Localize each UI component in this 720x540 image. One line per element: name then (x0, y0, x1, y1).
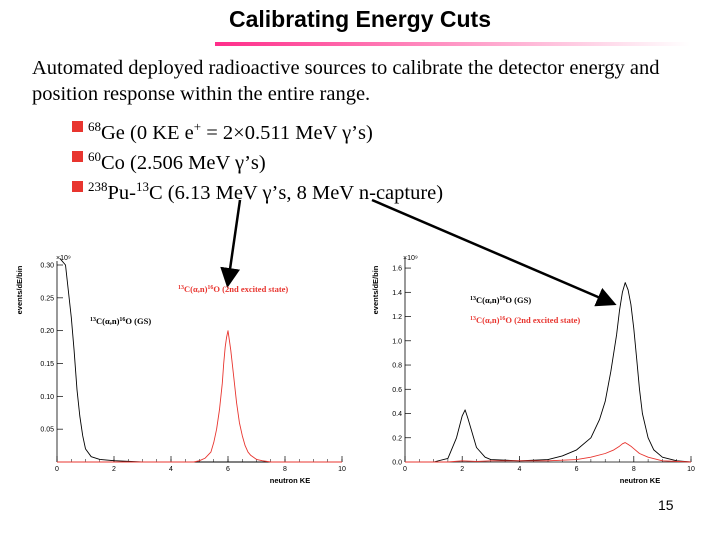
isotope-mass-2: 13 (135, 179, 149, 194)
ann-isotope-1: 13 (470, 316, 476, 322)
x-tick-label: 10 (338, 466, 346, 473)
ann-text: O (GS) (505, 295, 531, 305)
y-tick-label: 1.6 (392, 266, 402, 273)
y-multiplier: ×10⁹ (56, 255, 71, 262)
ann-isotope-2: 16 (499, 316, 505, 322)
y-tick-label: 0.25 (40, 295, 54, 302)
x-tick-label: 4 (169, 466, 173, 473)
x-tick-label: 2 (460, 466, 464, 473)
y-tick-label: 0.2 (392, 435, 402, 442)
ann-greek: α (485, 315, 490, 325)
ann-text: ,n) (490, 295, 500, 305)
x-axis-label: neutron KE (620, 476, 660, 485)
x-tick-label: 4 (517, 466, 521, 473)
ann-text: O (GS) (125, 316, 151, 326)
bullet-text: Pu- (107, 181, 136, 204)
ann-isotope-2: 16 (207, 285, 213, 291)
annotation-1: 13C(α,n)16O (GS) (90, 316, 151, 326)
y-multiplier: ×10⁹ (403, 255, 418, 262)
y-tick-label: 0.20 (40, 328, 54, 335)
bullet-text-rest: C (6.13 MeV γ’s, 8 MeV n-capture) (148, 181, 444, 204)
ann-greek: α (193, 284, 198, 294)
x-tick-label: 2 (112, 466, 116, 473)
chart-right-spectrum: 0 2 4 6 8 10 0.0 0.2 0.4 0.6 0.8 1.0 1.2 1.4 1.6×10⁹ ev… (371, 255, 695, 485)
square-bullet-icon (72, 151, 83, 162)
y-axis-label: events/dE/bin (371, 265, 380, 314)
ann-text: C( (476, 315, 485, 325)
ann-greek: α (485, 295, 490, 305)
bullet-text: Ge (0 KE e (101, 121, 194, 144)
ann-text: ,n) (110, 316, 120, 326)
ann-text: ,n) (490, 315, 500, 325)
callout-arrow-left (220, 199, 242, 288)
ann-isotope-1: 13 (90, 317, 96, 323)
ann-text: C( (476, 295, 485, 305)
bullet-pu238-c13: 238Pu-13C (6.13 MeV γ’s, 8 MeV n-capture… (72, 172, 444, 204)
ann-text: O (2nd excited state) (505, 315, 580, 325)
ann-text: C( (96, 316, 105, 326)
bullet-co60: 60Co (2.506 MeV γ’s) (72, 142, 443, 174)
isotope-mass: 60 (88, 149, 101, 164)
ann-greek: α (105, 316, 110, 326)
slide-title: Calibrating Energy Cuts (229, 6, 491, 32)
annotation-0: 13C(α,n)16O (2nd excited state) (178, 284, 288, 294)
x-tick-label: 0 (403, 466, 407, 473)
bullet-list: 68Ge (0 KE e+ = 2×0.511 MeV γ’s) 60Co (2… (72, 112, 444, 204)
square-bullet-icon (72, 181, 83, 192)
bullet-ge68: 68Ge (0 KE e+ = 2×0.511 MeV γ’s) (72, 112, 443, 144)
x-tick-label: 0 (55, 466, 59, 473)
x-tick-label: 8 (283, 466, 287, 473)
y-tick-label: 0.0 (392, 460, 402, 467)
bullet-text: Co (2.506 MeV γ’s) (101, 151, 266, 174)
y-tick-label: 1.0 (392, 338, 402, 345)
ann-isotope-1: 13 (178, 285, 184, 291)
page-number: 15 (658, 497, 674, 513)
y-tick-label: 0.15 (40, 361, 54, 368)
y-tick-label: 0.05 (40, 427, 54, 434)
square-bullet-icon (72, 121, 83, 132)
series-line-1 (405, 442, 692, 463)
ann-text: C( (184, 284, 193, 294)
intro-text: Automated deployed radioactive sources t… (32, 57, 660, 105)
chart-left-spectrum: 0 2 4 6 8 10 0.05 0.10 0.15 0.20 0.25 0.30×10⁹ event… (15, 255, 346, 485)
ann-isotope-1: 13 (470, 296, 476, 302)
x-tick-label: 8 (632, 466, 636, 473)
annotation-0: 13C(α,n)16O (GS) (470, 295, 531, 305)
y-tick-label: 1.2 (392, 314, 402, 321)
series-line-0 (59, 258, 342, 463)
ann-isotope-2: 16 (499, 296, 505, 302)
y-tick-label: 1.4 (392, 290, 402, 297)
ann-isotope-2: 16 (119, 317, 125, 323)
x-tick-label: 6 (226, 466, 230, 473)
y-tick-label: 0.8 (392, 363, 402, 370)
callout-arrow-right (371, 198, 617, 307)
series-line-1 (57, 330, 342, 463)
x-axis-label: neutron KE (270, 476, 310, 485)
bullet-text-rest: = 2×0.511 MeV γ’s) (201, 121, 373, 144)
x-tick-label: 6 (575, 466, 579, 473)
ann-text: ,n) (198, 284, 208, 294)
annotation-1: 13C(α,n)16O (2nd excited state) (470, 315, 580, 325)
x-tick-label: 10 (687, 466, 695, 473)
y-axis-label: events/dE/bin (15, 265, 24, 314)
isotope-mass: 238 (88, 179, 108, 194)
isotope-mass: 68 (88, 119, 101, 134)
ann-text: O (2nd excited state) (213, 284, 288, 294)
y-tick-label: 0.10 (40, 394, 54, 401)
charge-sup: + (193, 119, 202, 134)
title-rule (215, 42, 690, 46)
series-line-0 (405, 282, 692, 463)
y-tick-label: 0.30 (40, 263, 54, 270)
y-tick-label: 0.6 (392, 387, 402, 394)
y-tick-label: 0.4 (392, 411, 402, 418)
